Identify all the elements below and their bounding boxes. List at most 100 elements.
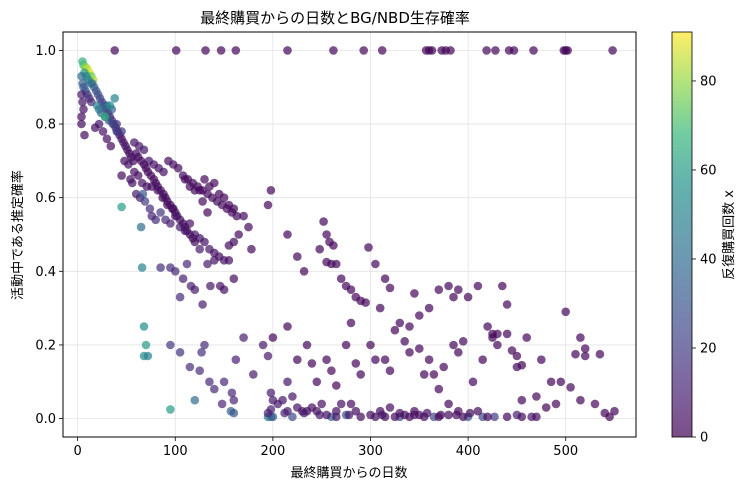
scatter-point <box>502 412 512 422</box>
scatter-point <box>140 197 150 206</box>
scatter-point <box>210 178 219 188</box>
scatter-point <box>608 46 617 55</box>
scatter-point <box>195 244 204 254</box>
scatter-point <box>491 46 500 55</box>
scatter-point <box>449 292 458 302</box>
scatter-point <box>322 410 331 420</box>
scatter-point <box>206 281 215 291</box>
scatter-point <box>180 226 190 236</box>
scatter-point <box>332 381 341 390</box>
scatter-point <box>100 112 110 121</box>
scatter-point <box>98 127 108 136</box>
scatter-point <box>128 178 137 188</box>
scatter-point <box>200 237 209 247</box>
scatter-point <box>138 189 148 199</box>
scatter-point <box>315 410 325 420</box>
scatter-point <box>473 406 483 416</box>
scatter-point <box>478 355 488 365</box>
scatter-point <box>239 211 248 221</box>
scatter-point <box>117 202 126 212</box>
scatter-point <box>268 333 278 342</box>
scatter-point <box>346 318 356 328</box>
scatter-point <box>166 219 175 228</box>
scatter-point <box>288 392 297 401</box>
scatter-point <box>80 130 89 140</box>
scatter-point <box>178 274 188 284</box>
scatter-point <box>566 383 575 392</box>
scatter-point <box>452 410 461 420</box>
scatter-point <box>266 186 276 195</box>
scatter-point <box>522 333 531 342</box>
scatter-point <box>427 46 437 55</box>
scatter-point <box>171 211 180 221</box>
scatter-point <box>263 200 273 210</box>
y-tick-label: 0.4 <box>35 265 56 280</box>
scatter-point <box>546 377 556 387</box>
colorbar-tick-label: 0 <box>700 431 708 446</box>
scatter-point <box>385 366 395 376</box>
scatter-point <box>229 408 239 418</box>
scatter-point <box>509 46 519 55</box>
scatter-point <box>329 241 338 250</box>
scatter-point <box>446 46 455 55</box>
scatter-point <box>171 46 181 55</box>
scatter-point <box>258 340 268 350</box>
x-tick-label: 100 <box>163 444 188 459</box>
scatter-point <box>77 112 86 121</box>
scatter-point <box>249 370 258 379</box>
scatter-point <box>434 384 444 394</box>
scatter-point <box>371 412 380 422</box>
scatter-point <box>210 384 219 394</box>
scatter-point <box>110 46 119 55</box>
scatter-point <box>444 399 453 409</box>
scatter-point <box>482 46 491 55</box>
scatter-point <box>224 255 234 265</box>
x-tick-label: 500 <box>553 444 578 459</box>
scatter-point <box>400 337 410 346</box>
x-axis: 0 100 200 300 400 500 <box>74 437 578 459</box>
scatter-point <box>551 399 561 409</box>
scatter-point <box>180 175 190 184</box>
scatter-point <box>133 171 143 180</box>
scatter-point <box>283 322 292 331</box>
colorbar-ticks: 0 20 40 60 80 <box>692 74 717 446</box>
scatter-point <box>283 406 292 416</box>
scatter-point <box>210 255 219 265</box>
scatter-point <box>266 388 276 398</box>
scatter-point <box>377 410 387 420</box>
scatter-point <box>195 366 204 376</box>
scatter-point <box>201 46 210 55</box>
scatter-point <box>364 243 373 252</box>
scatter-point <box>490 412 499 422</box>
scatter-point <box>231 46 241 55</box>
scatter-point <box>332 412 341 422</box>
scatter-point <box>145 204 155 213</box>
scatter-point <box>79 105 88 114</box>
scatter-point <box>493 340 502 350</box>
scatter-point <box>156 208 165 217</box>
scatter-point <box>231 355 241 365</box>
scatter-point <box>190 186 200 195</box>
scatter-point <box>576 395 585 405</box>
colorbar <box>671 31 693 438</box>
scatter-point <box>166 405 175 414</box>
scatter-point <box>266 405 276 414</box>
scatter-point <box>424 355 434 365</box>
scatter-point <box>293 252 302 261</box>
scatter-point <box>244 222 253 232</box>
scatter-point <box>205 377 214 387</box>
scatter-point <box>190 285 200 295</box>
scatter-point <box>283 377 292 387</box>
scatter-point <box>454 285 463 295</box>
scatter-point <box>234 230 243 239</box>
scatter-point <box>422 408 432 418</box>
scatter-point <box>463 292 473 302</box>
scatter-point <box>158 193 167 202</box>
scatter-point <box>336 274 346 284</box>
scatter-point <box>110 94 119 103</box>
scatter-point <box>465 408 475 418</box>
scatter-point <box>541 403 551 412</box>
scatter-point <box>283 46 292 55</box>
scatter-point <box>78 97 87 107</box>
scatter-point <box>512 362 522 372</box>
